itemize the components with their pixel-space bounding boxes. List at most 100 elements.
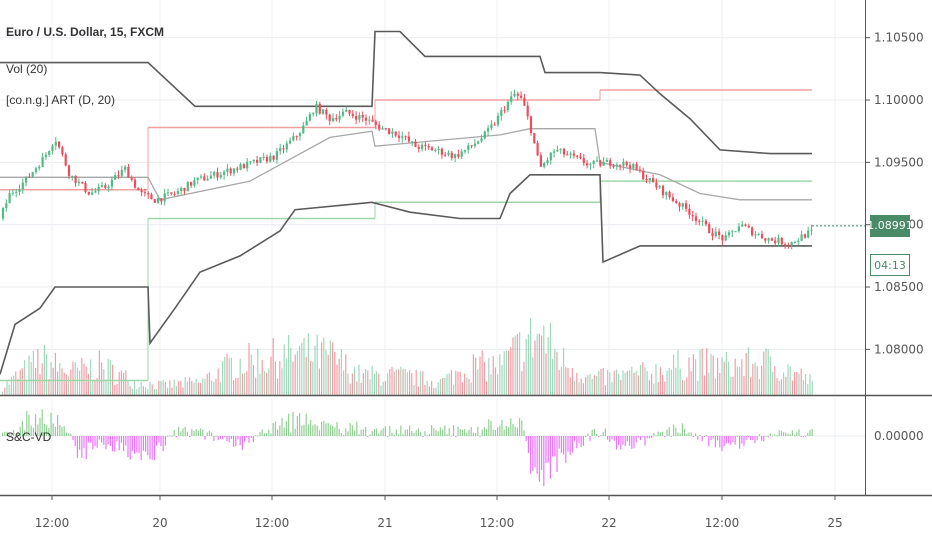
vd-bar — [87, 436, 89, 443]
price-scale[interactable]: 1.105001.100001.095001.090001.085001.080… — [865, 31, 924, 443]
volume-bar — [395, 369, 397, 395]
vd-bar — [136, 436, 138, 453]
vd-bar — [596, 434, 598, 436]
volume-bar — [400, 366, 402, 395]
vd-bar — [556, 436, 558, 472]
volume-bar — [466, 377, 468, 395]
candle-body — [345, 109, 348, 112]
volume-bar — [4, 387, 6, 395]
volume-bar — [708, 372, 710, 395]
candle-body — [467, 145, 470, 150]
vd-bar — [349, 423, 351, 436]
volume-bar — [758, 378, 760, 395]
candle-body — [38, 166, 41, 169]
vd-bar — [514, 426, 516, 436]
volume-bar — [384, 381, 386, 395]
art-legend[interactable]: [co.n.g.] ART (D, 20) — [6, 93, 115, 107]
symbol-legend[interactable]: Euro / U.S. Dollar, 15, FXCM — [6, 25, 165, 39]
volume-bar — [637, 375, 639, 395]
time-tick-label: 25 — [827, 516, 842, 530]
candle-body — [325, 109, 328, 115]
time-scale[interactable]: 12:00 20 12:00 21 12:00 22 12:00 25 — [35, 495, 843, 530]
candle-body — [529, 116, 533, 133]
vd-bar — [98, 436, 100, 440]
candle-body — [31, 172, 34, 177]
volume-bar — [138, 386, 140, 395]
volume-bar — [703, 375, 705, 395]
candle-body — [734, 231, 737, 233]
vd-bar — [536, 436, 538, 474]
vd-bar — [611, 436, 613, 440]
candle-body — [104, 185, 107, 188]
vd-bar — [206, 432, 208, 436]
vd-bar — [310, 419, 312, 436]
vd-bar — [479, 435, 481, 437]
candle-body — [774, 240, 777, 244]
vd-bar — [486, 428, 488, 436]
vd-bar — [39, 417, 41, 436]
volume-bar — [189, 377, 191, 395]
volume-bar — [241, 373, 243, 395]
vd-bar — [703, 436, 705, 437]
vd-bar — [613, 436, 615, 441]
candle-body — [678, 203, 681, 207]
candle-body — [318, 103, 321, 114]
candle-body — [549, 152, 552, 161]
volume-bar — [406, 372, 408, 395]
volume-bar — [305, 356, 307, 395]
vd-bar — [41, 409, 43, 436]
candle-body — [279, 148, 282, 152]
volume-bar — [747, 347, 749, 395]
vd-bar — [28, 414, 30, 436]
vd-bar — [173, 430, 175, 436]
vd-bar — [426, 435, 428, 437]
vd-bar — [178, 427, 180, 436]
vd-bar — [193, 430, 195, 436]
vd-bar — [747, 436, 749, 438]
vd-bar — [470, 426, 472, 436]
vol-legend[interactable]: Vol (20) — [6, 62, 48, 76]
indicator-legend[interactable]: S&C-VD — [6, 430, 52, 444]
vd-bar — [503, 429, 505, 436]
candle-body — [348, 109, 351, 114]
vd-bar — [371, 431, 373, 436]
candle-body — [632, 163, 635, 169]
vd-bar — [19, 426, 21, 436]
volume-bar — [81, 357, 83, 395]
vd-bar — [2, 432, 4, 436]
art-levels — [0, 89, 812, 382]
volume-bar — [681, 380, 683, 395]
volume-bar — [497, 374, 499, 395]
vd-bar — [481, 429, 483, 436]
volume-bar — [714, 378, 716, 395]
volume-bar — [699, 349, 701, 395]
volume-bar — [457, 371, 459, 395]
volume-bar — [2, 391, 4, 395]
price-tick-label: 1.08500 — [874, 280, 924, 294]
candle-body — [87, 191, 90, 195]
vd-bar — [659, 432, 661, 436]
candle-body — [91, 192, 94, 195]
volume-bar — [631, 366, 633, 395]
vd-bar — [131, 436, 133, 451]
candle-body — [173, 193, 176, 195]
volume-bar — [626, 371, 628, 395]
volume-bar — [74, 362, 76, 395]
candle-body — [658, 185, 661, 188]
candle-body — [378, 124, 381, 130]
volume-bar — [277, 378, 279, 395]
vd-bar — [554, 436, 556, 457]
candle-body — [721, 235, 724, 241]
candle-body — [285, 143, 288, 150]
candle-body — [523, 97, 526, 106]
volume-bar — [567, 368, 569, 395]
volume-bar — [142, 386, 144, 395]
volume-bar — [340, 349, 342, 395]
volume-bar — [516, 334, 518, 395]
candle-body — [473, 143, 476, 147]
vd-bar — [446, 434, 448, 436]
vd-bar — [802, 436, 804, 438]
volume-bar — [662, 374, 664, 395]
candle-body — [11, 192, 14, 194]
